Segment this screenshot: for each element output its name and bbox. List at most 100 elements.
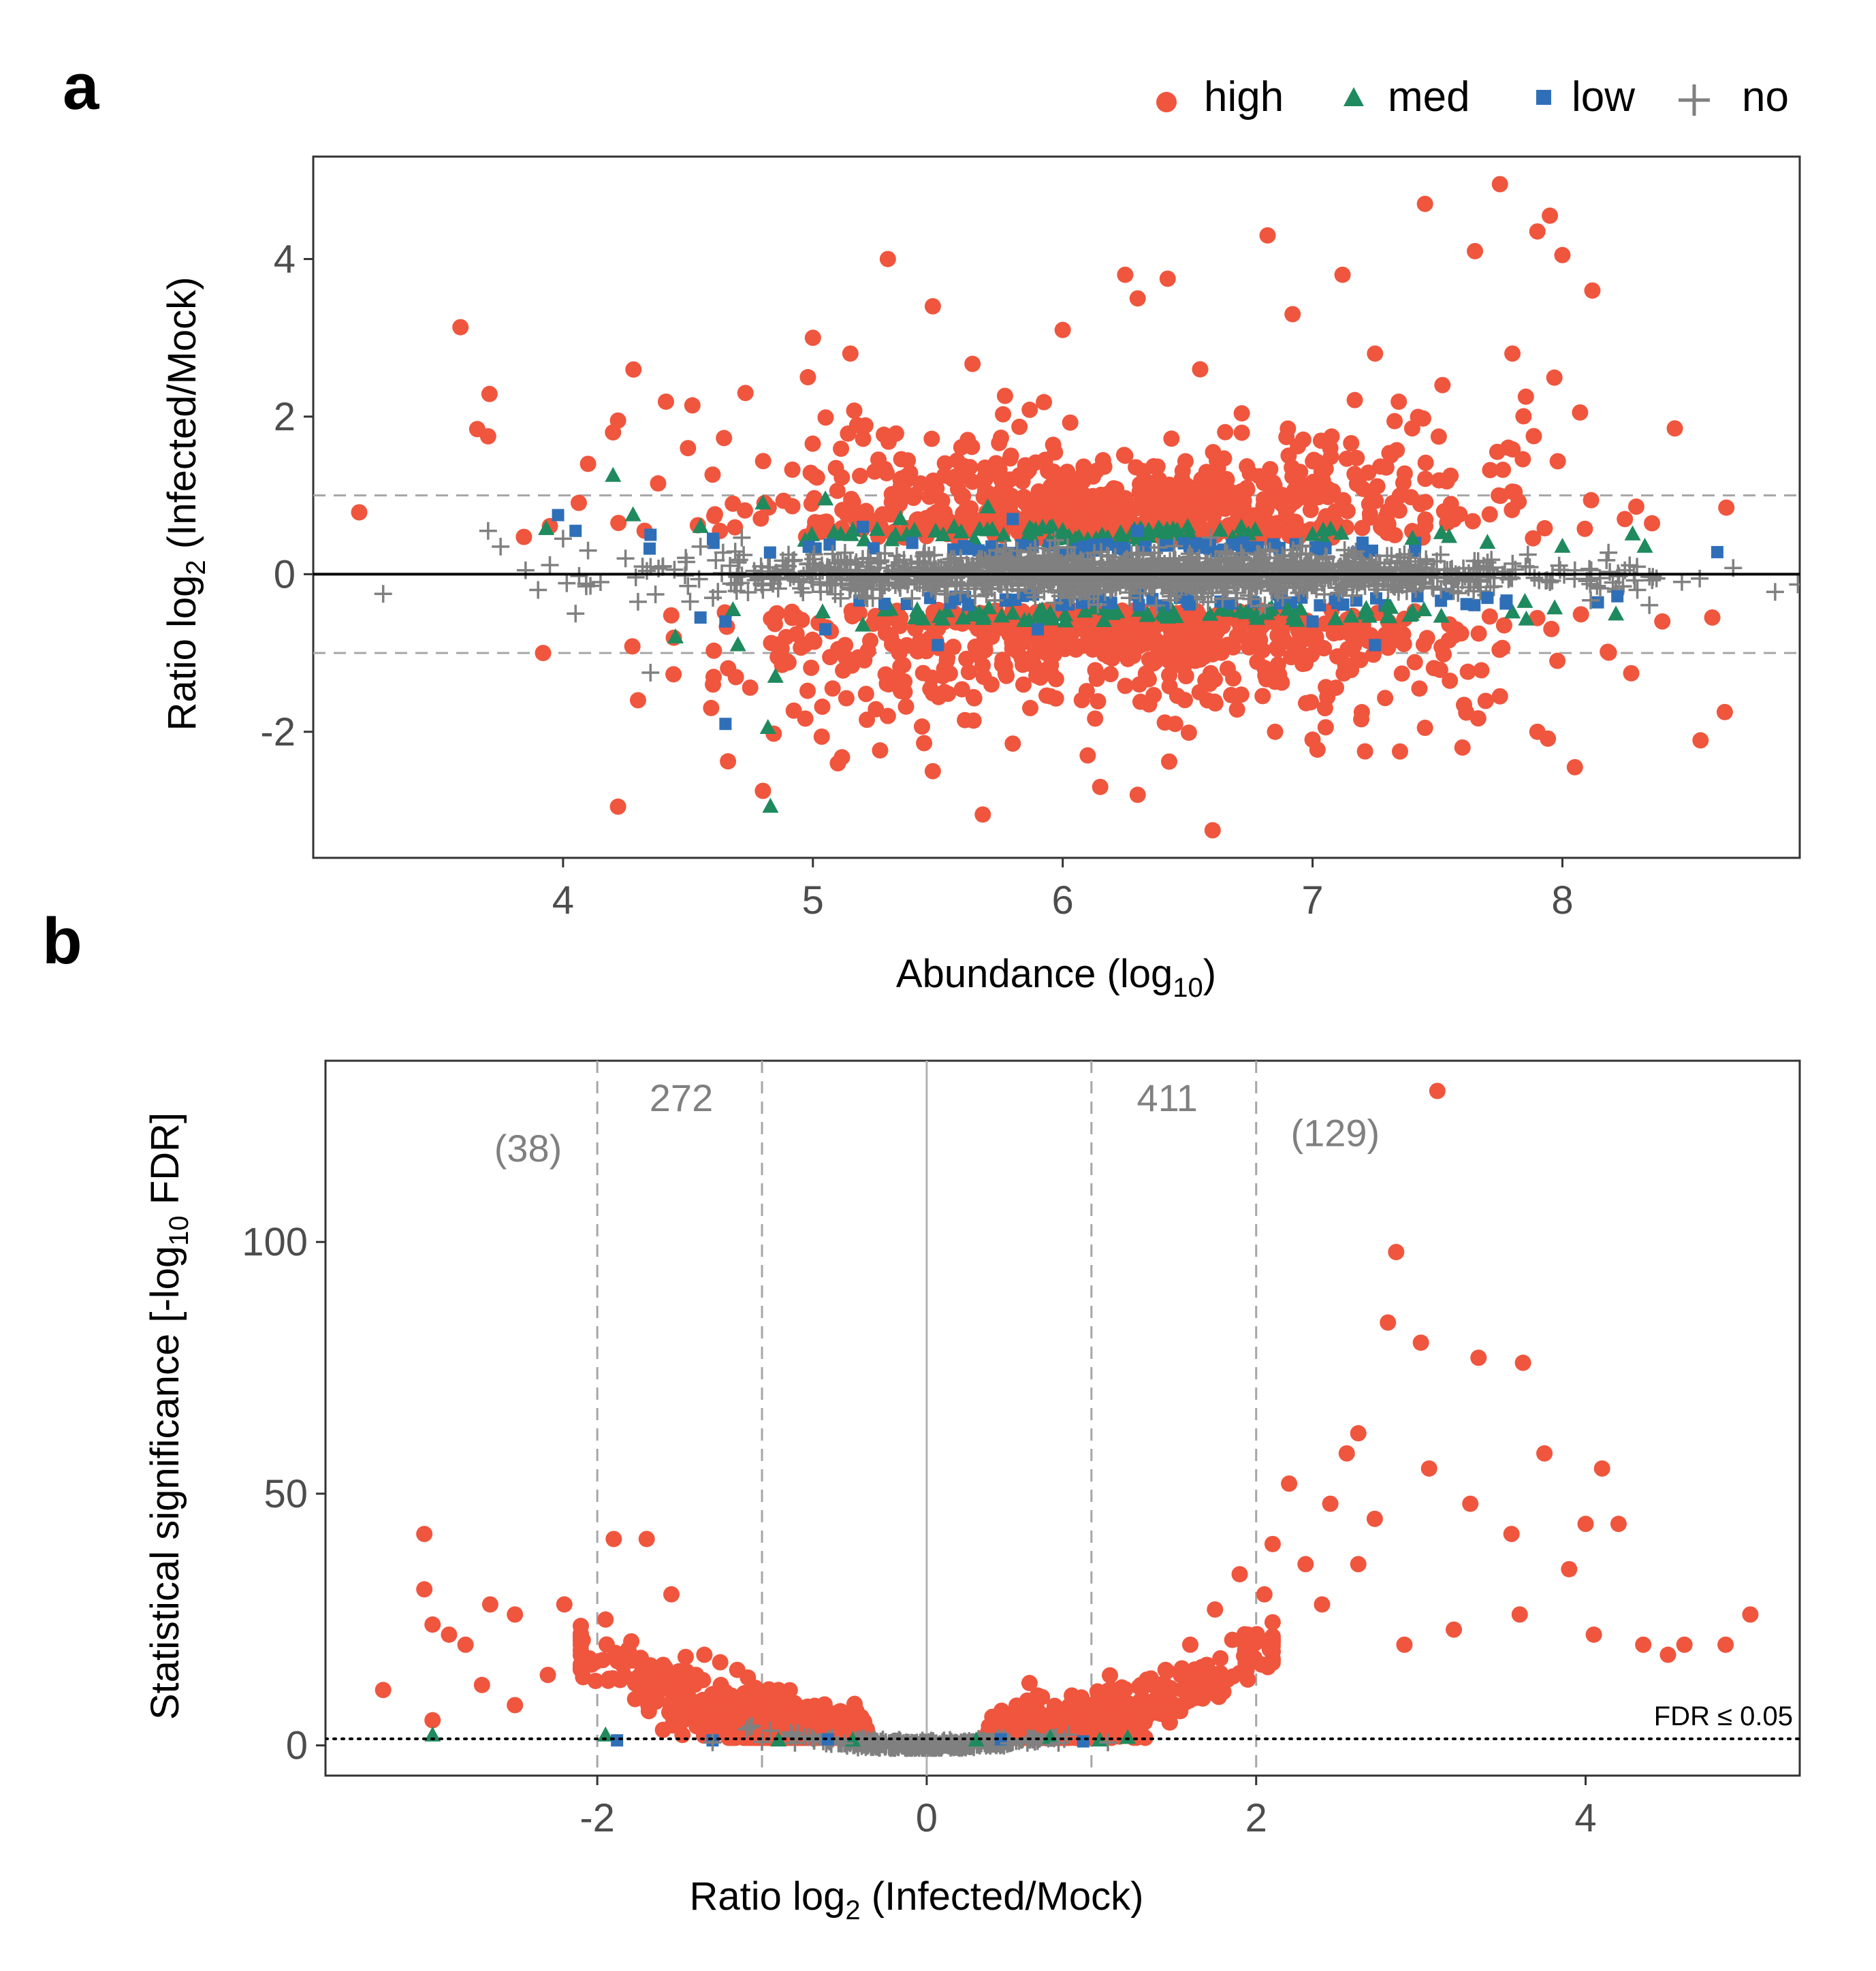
med-point: [966, 604, 983, 620]
high-point: [609, 798, 626, 815]
high-point: [1467, 242, 1484, 259]
high-point: [911, 632, 928, 650]
high-point: [829, 755, 846, 772]
low-point: [719, 718, 732, 731]
med-point: [1077, 603, 1094, 618]
high-point: [725, 495, 742, 512]
high-point: [1659, 1646, 1676, 1663]
no-point: [1541, 573, 1559, 591]
high-point: [1180, 724, 1197, 741]
panel-b: (38)272 411(129) FDR ≤ 0.05 -2 0 2 4 050100 …: [143, 1059, 1801, 1925]
high-point: [1623, 664, 1640, 682]
med-point: [927, 522, 944, 538]
panel-a-y-tick-label: 0: [274, 552, 296, 596]
high-point: [1367, 345, 1384, 362]
no-point: [591, 573, 609, 591]
high-point: [1042, 462, 1059, 479]
high-point: [1191, 684, 1208, 701]
high-point: [1036, 490, 1053, 507]
high-point: [1134, 474, 1151, 491]
high-point: [1610, 1516, 1627, 1533]
med-point: [1179, 517, 1196, 533]
low-point: [1369, 639, 1382, 652]
high-point: [1361, 496, 1378, 513]
low-point: [900, 598, 913, 611]
med-point: [1416, 601, 1433, 617]
high-point: [1159, 270, 1176, 287]
high-point: [1514, 1354, 1531, 1371]
high-point: [1417, 470, 1434, 487]
high-point: [1495, 462, 1512, 479]
high-point: [1163, 430, 1180, 447]
high-point: [1205, 507, 1222, 524]
high-point: [852, 468, 869, 485]
no-point: [1640, 568, 1659, 586]
high-point: [1327, 679, 1344, 696]
high-point: [1635, 1636, 1652, 1653]
no-point: [1600, 543, 1618, 562]
low-point: [823, 538, 836, 551]
high-point: [1101, 1667, 1118, 1684]
high-point: [652, 1674, 669, 1691]
high-point: [1129, 786, 1146, 803]
high-point: [1036, 394, 1053, 411]
high-point: [1129, 290, 1146, 307]
high-point: [1105, 480, 1122, 497]
legend-no-label: no: [1742, 74, 1789, 121]
high-point: [1718, 499, 1735, 516]
high-point: [878, 675, 895, 692]
high-point: [1042, 688, 1059, 705]
med-point: [1361, 607, 1378, 623]
high-point: [824, 680, 841, 697]
no-point: [654, 557, 672, 575]
med-point: [883, 531, 900, 547]
no-point: [1672, 573, 1691, 591]
low-point: [1031, 623, 1044, 636]
low-point: [961, 598, 974, 611]
high-point: [816, 1696, 833, 1713]
high-point: [1395, 635, 1412, 652]
high-point: [1110, 628, 1127, 645]
no-point: [951, 583, 970, 602]
high-point: [780, 654, 797, 671]
med-point: [1168, 522, 1186, 537]
low-point: [1309, 541, 1322, 554]
no-point: [749, 569, 767, 588]
high-point: [1147, 484, 1164, 501]
high-point: [857, 686, 874, 703]
high-point: [806, 633, 823, 650]
high-point: [763, 610, 780, 627]
no-point: [1213, 590, 1232, 608]
high-point: [1473, 662, 1490, 679]
no-point: [1252, 597, 1270, 615]
high-point: [1334, 266, 1351, 283]
panel-a-x-axis-title-end: ): [1203, 952, 1216, 996]
high-point: [730, 1704, 747, 1721]
low-point: [1591, 596, 1604, 609]
high-point: [1233, 424, 1250, 441]
high-point: [1259, 227, 1276, 244]
no-point: [1284, 574, 1303, 592]
high-point: [949, 452, 966, 469]
high-point: [1062, 414, 1079, 431]
high-point: [976, 468, 993, 485]
high-point: [1129, 1725, 1146, 1742]
high-point: [1284, 306, 1301, 323]
no-point: [858, 589, 876, 607]
no-point: [739, 583, 757, 601]
high-point: [787, 608, 804, 625]
no-point: [1597, 551, 1616, 569]
high-point: [1442, 467, 1459, 484]
high-point: [1390, 394, 1408, 411]
no-point: [804, 550, 823, 568]
no-point: [1284, 541, 1303, 559]
high-point: [1156, 1675, 1173, 1692]
high-point: [1132, 693, 1149, 710]
med-point: [1379, 607, 1396, 623]
high-point: [1269, 627, 1286, 644]
high-point: [1350, 1425, 1367, 1442]
high-point: [754, 782, 772, 799]
high-point: [806, 490, 823, 507]
high-point: [1087, 710, 1104, 727]
high-point: [1004, 634, 1021, 651]
